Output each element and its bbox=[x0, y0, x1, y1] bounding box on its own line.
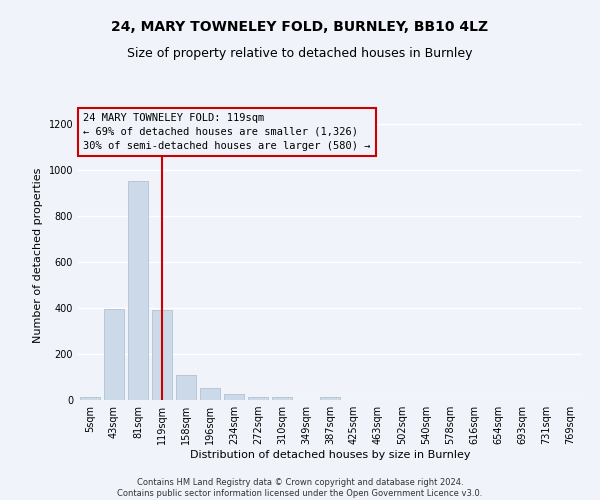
Bar bbox=[152, 310, 172, 400]
Text: 24, MARY TOWNELEY FOLD, BURNLEY, BB10 4LZ: 24, MARY TOWNELEY FOLD, BURNLEY, BB10 4L… bbox=[112, 20, 488, 34]
Bar bbox=[128, 182, 148, 400]
Bar bbox=[200, 388, 220, 400]
Text: Size of property relative to detached houses in Burnley: Size of property relative to detached ho… bbox=[127, 48, 473, 60]
Bar bbox=[104, 309, 124, 400]
Bar bbox=[224, 394, 244, 400]
Text: Contains HM Land Registry data © Crown copyright and database right 2024.
Contai: Contains HM Land Registry data © Crown c… bbox=[118, 478, 482, 498]
Bar bbox=[248, 396, 268, 400]
Bar bbox=[320, 397, 340, 400]
Y-axis label: Number of detached properties: Number of detached properties bbox=[33, 168, 43, 342]
Bar bbox=[176, 374, 196, 400]
Bar bbox=[80, 396, 100, 400]
Text: 24 MARY TOWNELEY FOLD: 119sqm
← 69% of detached houses are smaller (1,326)
30% o: 24 MARY TOWNELEY FOLD: 119sqm ← 69% of d… bbox=[83, 113, 371, 151]
X-axis label: Distribution of detached houses by size in Burnley: Distribution of detached houses by size … bbox=[190, 450, 470, 460]
Bar bbox=[272, 397, 292, 400]
